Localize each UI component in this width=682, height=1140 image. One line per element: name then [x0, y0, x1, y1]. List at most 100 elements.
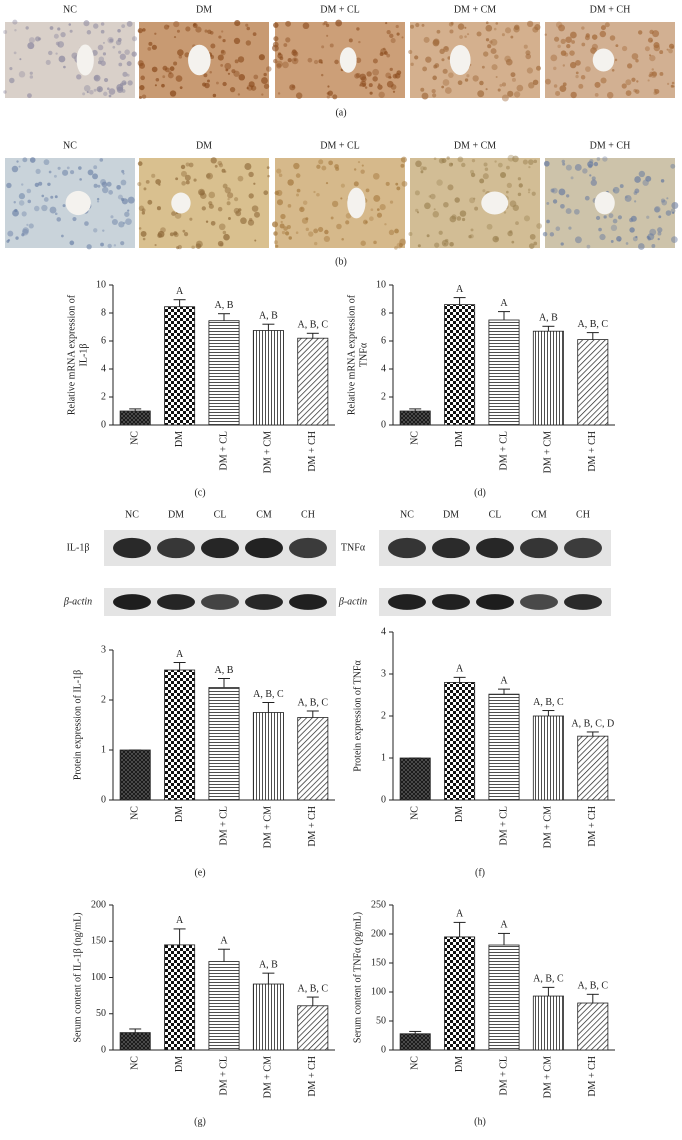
cell-texture — [671, 81, 675, 85]
annotation: A — [500, 298, 508, 309]
annotation: A, B, C — [578, 319, 609, 330]
annotation: A, B — [215, 665, 234, 676]
lane-label: CM — [531, 509, 547, 520]
cell-texture — [219, 242, 224, 247]
cell-texture — [384, 223, 387, 226]
cell-texture — [533, 159, 538, 164]
cell-texture — [386, 29, 391, 35]
cell-texture — [18, 193, 26, 200]
cell-texture — [158, 183, 161, 186]
cell-texture — [238, 73, 246, 81]
cell-texture — [3, 30, 8, 35]
cell-texture — [378, 91, 385, 98]
cell-texture — [360, 169, 365, 174]
cell-texture — [373, 194, 381, 202]
cell-texture — [569, 31, 577, 39]
cell-texture — [233, 70, 240, 77]
panel-label: (h) — [474, 1116, 486, 1127]
bar — [164, 306, 196, 426]
cell-texture — [143, 187, 147, 191]
cell-texture — [103, 91, 108, 97]
cell-texture — [175, 177, 179, 181]
cell-texture — [599, 30, 607, 38]
cell-texture — [118, 221, 125, 228]
cell-texture — [89, 89, 94, 95]
cell-texture — [180, 164, 186, 170]
cell-texture — [96, 197, 100, 201]
cell-texture — [14, 29, 17, 32]
cell-texture — [653, 42, 660, 49]
cell-texture — [27, 199, 32, 204]
y-tick-label: 200 — [91, 899, 106, 910]
cell-texture — [222, 81, 227, 87]
cell-texture — [22, 227, 29, 234]
blot-band — [564, 594, 602, 610]
cell-texture — [629, 227, 635, 233]
cell-texture — [420, 166, 425, 171]
cell-texture — [666, 82, 670, 86]
cell-texture — [466, 74, 470, 78]
cell-texture — [184, 52, 190, 58]
cell-texture — [248, 81, 255, 88]
cell-texture — [661, 199, 668, 206]
cell-texture — [280, 220, 283, 224]
cell-texture — [476, 31, 482, 37]
cell-texture — [119, 53, 127, 60]
x-tick-label: DM + CL — [498, 806, 509, 846]
cell-texture — [454, 197, 460, 203]
cell-texture — [214, 164, 218, 168]
cell-texture — [7, 230, 14, 237]
cell-texture — [386, 80, 394, 88]
cell-texture — [636, 80, 639, 83]
cell-texture — [253, 182, 256, 185]
cell-texture — [500, 172, 507, 179]
cell-texture — [585, 66, 591, 72]
x-tick-label: DM + CL — [218, 431, 229, 471]
y-tick-label: 3 — [381, 668, 386, 679]
panel-label: (c) — [194, 487, 205, 498]
cell-texture — [123, 221, 126, 225]
cell-texture — [431, 88, 436, 94]
cell-texture — [41, 204, 48, 212]
y-tick-label: 0 — [381, 794, 386, 805]
cell-texture — [470, 172, 476, 178]
cell-texture — [345, 220, 350, 225]
cell-texture — [112, 45, 116, 49]
cell-texture — [574, 208, 580, 215]
cell-texture — [450, 21, 454, 25]
cell-texture — [63, 65, 66, 69]
cell-texture — [517, 177, 522, 181]
cell-texture — [594, 92, 599, 97]
cell-texture — [189, 217, 193, 221]
cell-texture — [510, 72, 516, 78]
cell-texture — [638, 170, 646, 178]
cell-texture — [657, 227, 663, 233]
annotation: A, B, C — [253, 689, 284, 700]
cell-texture — [401, 180, 408, 187]
lane-label: CL — [489, 509, 502, 520]
cell-texture — [313, 59, 319, 65]
cell-texture — [356, 27, 360, 31]
cell-texture — [221, 168, 226, 173]
cell-texture — [565, 208, 572, 215]
cell-texture — [495, 76, 498, 79]
cell-texture — [229, 86, 236, 93]
cell-texture — [138, 95, 143, 100]
annotation: A, B, C — [298, 983, 329, 994]
bar — [399, 757, 431, 801]
cell-texture — [117, 194, 123, 200]
cell-texture — [233, 207, 240, 214]
cell-texture — [441, 58, 445, 62]
cell-texture — [432, 39, 440, 47]
cell-texture — [560, 203, 565, 209]
cell-texture — [459, 35, 463, 39]
cell-texture — [657, 231, 662, 236]
cell-texture — [389, 200, 394, 204]
x-tick-label: DM + CH — [587, 1056, 598, 1097]
x-tick-label: DM + CH — [307, 431, 318, 472]
cell-texture — [330, 216, 334, 220]
cell-texture — [26, 223, 29, 227]
cell-texture — [162, 75, 166, 79]
cell-texture — [108, 189, 114, 195]
cell-texture — [273, 231, 278, 236]
